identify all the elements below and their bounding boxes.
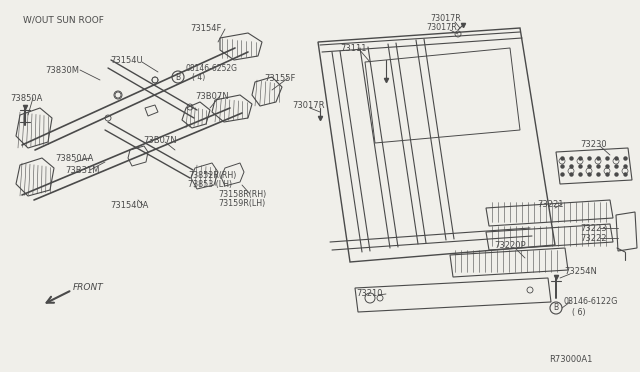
Text: ( 6): ( 6) [572, 308, 586, 317]
Text: B: B [175, 73, 180, 81]
Text: 73154U: 73154U [110, 55, 143, 64]
Text: 08146-6122G: 08146-6122G [564, 298, 618, 307]
Text: 73017R: 73017R [292, 100, 324, 109]
Text: 73017R: 73017R [426, 22, 457, 32]
Text: 73210: 73210 [356, 289, 383, 298]
Text: 73B07N: 73B07N [195, 92, 228, 100]
Text: FRONT: FRONT [73, 282, 104, 292]
Text: B: B [554, 304, 559, 312]
Text: 73221: 73221 [537, 199, 563, 208]
Text: 73159R(LH): 73159R(LH) [218, 199, 265, 208]
Text: 73222: 73222 [580, 234, 607, 243]
Text: 73852R(RH): 73852R(RH) [188, 170, 236, 180]
Text: 08146-6252G: 08146-6252G [186, 64, 238, 73]
Text: 73017R: 73017R [430, 13, 461, 22]
Text: 73223: 73223 [580, 224, 607, 232]
Text: 73158R(RH): 73158R(RH) [218, 189, 266, 199]
Text: 73830M: 73830M [45, 65, 79, 74]
Text: 73111: 73111 [340, 44, 367, 52]
Text: 73230: 73230 [580, 140, 607, 148]
Text: 73850AA: 73850AA [55, 154, 93, 163]
Text: 73B31M: 73B31M [65, 166, 99, 174]
Text: 73254N: 73254N [564, 267, 597, 276]
Text: R73000A1: R73000A1 [548, 356, 592, 365]
Text: 73154F: 73154F [190, 23, 221, 32]
Text: 73850A: 73850A [10, 93, 42, 103]
Text: 73B07N: 73B07N [143, 135, 177, 144]
Text: 73853 (LH): 73853 (LH) [188, 180, 232, 189]
Text: 73220P: 73220P [494, 241, 525, 250]
Text: 73155F: 73155F [264, 74, 296, 83]
Text: ( 4): ( 4) [192, 73, 205, 81]
Text: W/OUT SUN ROOF: W/OUT SUN ROOF [23, 16, 104, 25]
Text: 73154UA: 73154UA [110, 201, 148, 209]
